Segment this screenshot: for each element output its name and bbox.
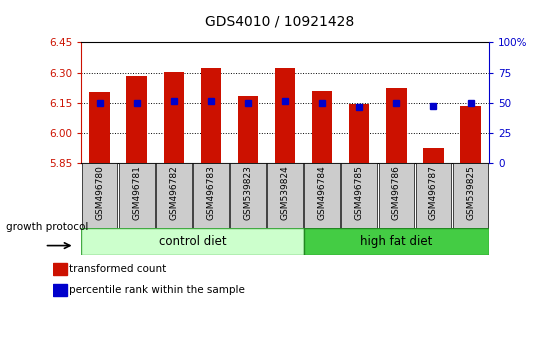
Text: transformed count: transformed count <box>69 264 167 274</box>
FancyBboxPatch shape <box>304 228 489 255</box>
FancyBboxPatch shape <box>193 163 229 228</box>
Bar <box>53 284 67 296</box>
Bar <box>349 104 369 163</box>
FancyBboxPatch shape <box>453 163 489 228</box>
Text: GSM496782: GSM496782 <box>169 165 178 219</box>
Text: GSM539823: GSM539823 <box>244 165 253 220</box>
FancyBboxPatch shape <box>230 163 266 228</box>
Bar <box>53 263 67 275</box>
FancyBboxPatch shape <box>156 163 192 228</box>
Text: GSM496785: GSM496785 <box>355 165 364 220</box>
Text: GDS4010 / 10921428: GDS4010 / 10921428 <box>205 14 354 28</box>
FancyBboxPatch shape <box>119 163 154 228</box>
Text: GSM539824: GSM539824 <box>281 165 290 219</box>
Text: growth protocol: growth protocol <box>6 222 88 233</box>
Text: GSM496781: GSM496781 <box>132 165 141 220</box>
Text: control diet: control diet <box>159 235 226 248</box>
Text: percentile rank within the sample: percentile rank within the sample <box>69 285 245 295</box>
Text: high fat diet: high fat diet <box>360 235 433 248</box>
Bar <box>386 88 406 163</box>
FancyBboxPatch shape <box>267 163 303 228</box>
FancyBboxPatch shape <box>342 163 377 228</box>
FancyBboxPatch shape <box>81 228 304 255</box>
Text: GSM539825: GSM539825 <box>466 165 475 220</box>
Bar <box>461 105 481 163</box>
FancyBboxPatch shape <box>305 163 340 228</box>
Bar <box>89 92 110 163</box>
Bar <box>126 75 147 163</box>
Text: GSM496780: GSM496780 <box>95 165 104 220</box>
Text: GSM496786: GSM496786 <box>392 165 401 220</box>
Text: GSM496783: GSM496783 <box>206 165 215 220</box>
Text: GSM496787: GSM496787 <box>429 165 438 220</box>
Text: GSM496784: GSM496784 <box>318 165 326 219</box>
FancyBboxPatch shape <box>82 163 117 228</box>
Bar <box>238 96 258 163</box>
Bar <box>312 91 333 163</box>
Bar <box>423 148 444 163</box>
FancyBboxPatch shape <box>416 163 451 228</box>
Bar <box>275 68 295 163</box>
FancyBboxPatch shape <box>378 163 414 228</box>
Bar <box>201 68 221 163</box>
Bar <box>164 72 184 163</box>
